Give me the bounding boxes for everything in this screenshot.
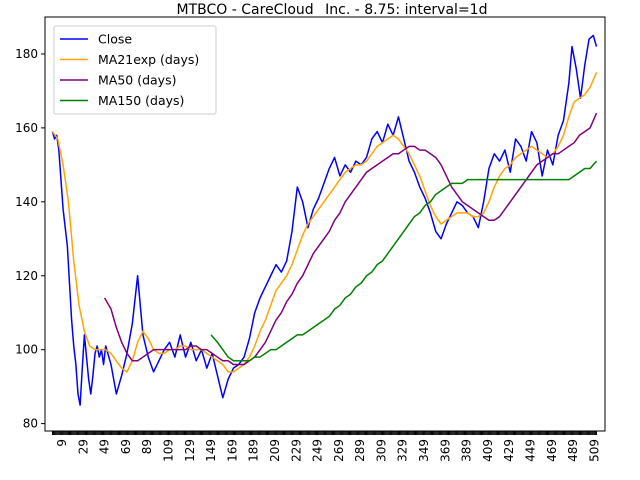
x-tick-label-1: 29 (76, 439, 90, 454)
y-tick-label-5: 180 (15, 47, 38, 61)
x-tick-label-0: 9 (55, 439, 69, 447)
series-line-2 (103, 112, 598, 366)
chart-title: MTBCO - CareCloud_ Inc. - 8.75: interval… (177, 2, 488, 18)
x-tick-label-7: 149 (204, 439, 218, 462)
y-tick-label-1: 100 (15, 343, 38, 357)
x-tick-label-18: 369 (438, 439, 452, 462)
x-tick-label-13: 269 (332, 439, 346, 462)
legend-label-0: Close (98, 32, 132, 47)
x-tick-label-25: 509 (587, 439, 601, 462)
x-tick-label-20: 409 (481, 439, 495, 462)
series-layer (51, 34, 598, 406)
x-tick-label-19: 389 (460, 439, 474, 462)
legend-box (53, 25, 217, 115)
legend: Close MA21exp (days) MA50 (days) MA150 (day… (53, 25, 217, 115)
x-tick-label-10: 209 (268, 439, 282, 462)
legend-label-3: MA150 (days) (98, 93, 184, 108)
series-line-0 (51, 34, 598, 406)
x-tick-label-9: 189 (247, 439, 261, 462)
x-tick-label-11: 229 (289, 439, 303, 462)
x-tick-label-16: 329 (396, 439, 410, 462)
x-tick-label-12: 249 (311, 439, 325, 462)
series-line-1 (51, 72, 598, 373)
x-tick-label-6: 129 (183, 439, 197, 462)
x-tick-label-5: 109 (161, 439, 175, 462)
x-tick-label-22: 449 (523, 439, 537, 462)
x-minor-ticks (51, 431, 597, 435)
x-tick-label-4: 89 (140, 439, 154, 454)
legend-label-1: MA21exp (days) (98, 52, 199, 67)
y-tick-label-3: 140 (15, 195, 38, 209)
x-tick-label-14: 289 (353, 439, 367, 462)
x-tick-label-24: 489 (566, 439, 580, 462)
x-tick-label-21: 429 (502, 439, 516, 462)
x-tick-label-15: 309 (374, 439, 388, 462)
x-tick-label-3: 69 (119, 439, 133, 454)
x-tick-label-23: 469 (545, 439, 559, 462)
y-tick-label-2: 120 (15, 269, 38, 283)
legend-label-2: MA50 (days) (98, 73, 176, 88)
axes-layer: 80 100 120 140 160 180 9 29 49 69 89 109 129 149 169 18… (15, 47, 601, 462)
plot-frame (44, 16, 606, 432)
x-tick-label-2: 49 (98, 439, 112, 454)
x-tick-label-8: 169 (225, 439, 239, 462)
y-tick-label-4: 160 (15, 121, 38, 135)
x-tick-label-17: 349 (417, 439, 431, 462)
y-tick-label-0: 80 (23, 417, 38, 431)
series-line-3 (210, 160, 598, 362)
